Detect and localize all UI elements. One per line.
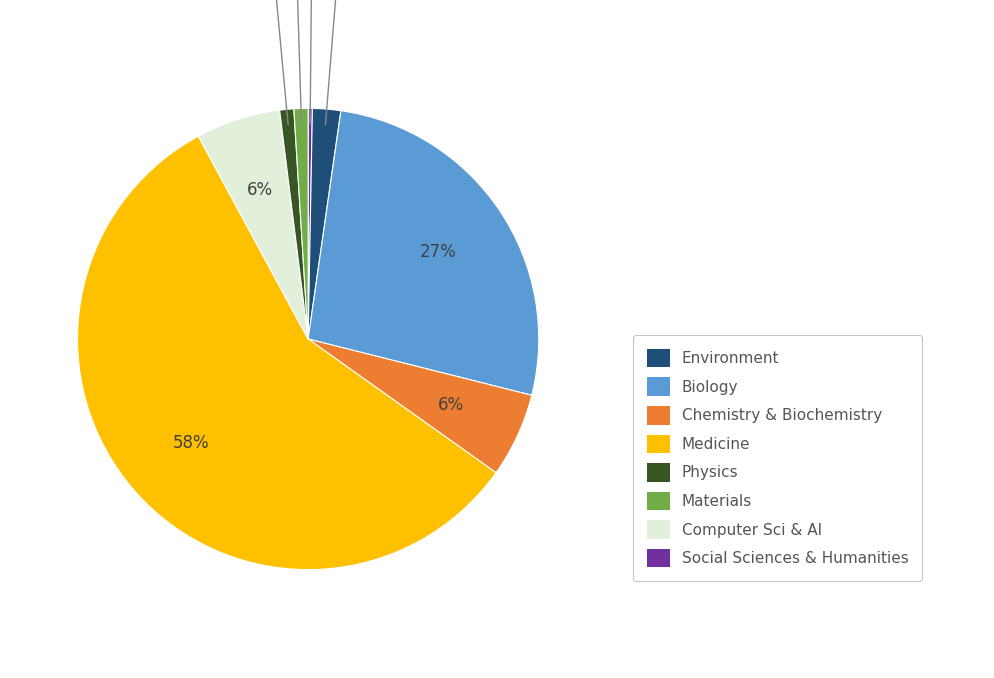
- Text: 2%: 2%: [325, 0, 349, 125]
- Text: 6%: 6%: [248, 180, 273, 199]
- Text: 1%: 1%: [285, 0, 309, 124]
- Wedge shape: [279, 109, 308, 339]
- Wedge shape: [199, 110, 308, 339]
- Text: 1%: 1%: [262, 0, 288, 125]
- Wedge shape: [308, 108, 312, 339]
- Wedge shape: [308, 108, 341, 339]
- Text: 0%: 0%: [299, 0, 324, 124]
- Wedge shape: [308, 339, 532, 473]
- Wedge shape: [78, 136, 496, 570]
- Text: 58%: 58%: [172, 434, 209, 452]
- Wedge shape: [308, 111, 539, 395]
- Legend: Environment, Biology, Chemistry & Biochemistry, Medicine, Physics, Materials, Co: Environment, Biology, Chemistry & Bioche…: [633, 335, 922, 581]
- Wedge shape: [294, 108, 308, 339]
- Text: 27%: 27%: [420, 243, 457, 260]
- Text: 6%: 6%: [437, 396, 463, 414]
